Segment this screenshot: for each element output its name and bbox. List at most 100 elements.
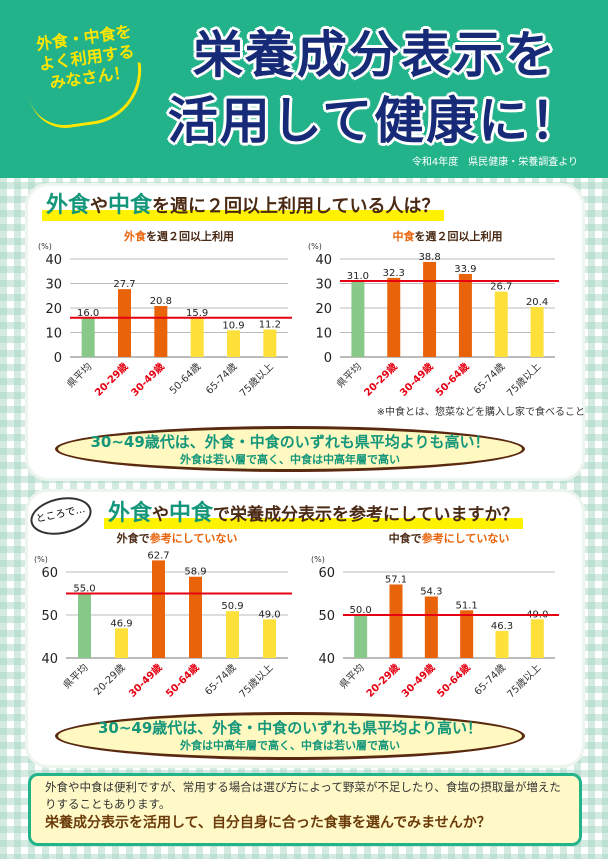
heading-ya: や [152,505,170,525]
y-tick-label: 20 [45,302,62,317]
x-tick-label: 75歳以上 [237,662,276,701]
x-tick-label: 20-29歳 [361,360,400,399]
chart-title: 中食を週２回以上利用 [393,229,503,243]
bar [494,291,508,357]
x-tick-label: 50-64歳 [167,361,203,397]
chart-gaishoku-label-not-used: 外食で参考にしていない (%) 40 50 60 55.0 県平均 46.9 20-29歳 62.… [34,531,292,701]
chart-nakashoku-label-not-used: 中食で参考にしていない (%) 40 50 60 50.0 県平均 57.1 20-29歳 54.… [311,531,559,701]
section2-callout: 30~49歳代は、外食・中食のいずれも県平均より高い！ 外食は中高年層で高く、中… [55,712,525,760]
bar [354,615,368,658]
data-label: 38.8 [418,252,440,263]
data-label: 62.7 [147,550,169,561]
data-label: 58.9 [184,567,206,578]
data-label: 51.1 [456,600,478,611]
data-label: 46.3 [491,621,513,632]
y-tick-label: 60 [41,566,58,581]
callout-main: 30~49歳代は、外食・中食のいずれも県平均よりも高い！ [90,433,490,451]
chart-title: 外食で参考にしていない [116,531,238,545]
data-label: 16.0 [77,308,99,319]
x-tick-label: 75歳以上 [505,662,544,701]
section2-heading: 外食や中食で栄養成分表示を参考にしていますか？ [104,500,523,529]
x-tick-label: 65-74歳 [472,662,508,698]
y-unit-label: (%) [311,555,325,564]
y-tick-label: 50 [41,609,58,624]
data-label: 32.3 [383,268,405,279]
data-label: 57.1 [385,574,407,585]
data-label: 31.0 [347,271,369,282]
data-label: 55.0 [73,584,95,595]
x-tick-label: 30-49歳 [399,661,438,700]
chart-title: 外食を週２回以上利用 [123,229,234,243]
y-tick-label: 60 [318,566,335,581]
bar [423,261,437,357]
data-label: 46.9 [110,618,132,629]
data-label: 11.2 [259,320,281,331]
data-label: 15.9 [186,308,208,319]
chart-gaishoku-usage: 外食を週２回以上利用 (%) 0 10 20 30 40 16.0 県平均 27.7 20-29歳 2… [38,229,292,400]
section1-callout: 30~49歳代は、外食・中食のいずれも県平均よりも高い！ 外食は若い層で高く、中… [55,426,525,472]
data-label: 10.9 [222,320,244,331]
callout-sub: 外食は中高年層で高く、中食は若い層で高い [180,739,400,752]
bar [226,611,239,658]
bar [530,619,544,658]
header-banner: 外食・中食を よく利用する みなさん！ 栄養成分表示を 活用して健康に！ 令和4… [0,0,608,178]
data-label: 54.3 [420,587,442,598]
bar [458,273,472,357]
data-label: 27.7 [113,279,135,290]
data-label: 49.0 [258,609,280,620]
x-tick-label: 75歳以上 [505,361,544,400]
y-tick-label: 20 [315,302,332,317]
x-tick-label: 30-49歳 [397,360,436,399]
x-tick-label: 30-49歳 [128,360,167,399]
callout-main: 30~49歳代は、外食・中食のいずれも県平均より高い！ [97,719,483,737]
main-title-line1: 栄養成分表示を [193,26,557,84]
y-tick-label: 50 [318,609,335,624]
bar [530,307,544,357]
bar [263,619,276,658]
bar [351,281,365,357]
data-label: 33.9 [454,264,476,275]
x-tick-label: 75歳以上 [237,361,276,400]
x-tick-label: 20-29歳 [92,662,128,698]
x-tick-label: 65-74歳 [204,361,240,397]
heading-rest: を週に２回以上利用している人は？ [152,196,440,217]
bar [495,630,509,658]
bar [389,584,403,658]
bar [78,593,91,658]
y-tick-label: 0 [324,351,332,366]
y-tick-label: 40 [315,253,332,268]
bar [190,318,204,357]
x-tick-label: 県平均 [334,361,364,391]
y-tick-label: 0 [54,351,62,366]
x-tick-label: 50-64歳 [434,661,473,700]
y-unit-label: (%) [38,242,52,251]
heading-nakashoku: 中食 [169,501,214,526]
heading-gaishoku: 外食 [46,193,91,218]
bar [115,628,128,658]
bar [424,596,438,658]
source-note: 令和4年度 県民健康・栄養調査より [411,157,578,168]
bar [460,610,474,658]
bar [81,317,95,357]
bar [152,560,165,658]
x-tick-label: 65-74歳 [203,662,239,698]
x-tick-label: 65-74歳 [471,361,507,397]
data-label: 50.9 [221,601,243,612]
data-label: 50.0 [350,605,372,616]
callout-sub: 外食は若い層で高く、中食は中高年層で高い [180,453,400,466]
x-tick-label: 県平均 [61,662,91,692]
x-tick-label: 50-64歳 [433,360,472,399]
y-tick-label: 40 [318,652,335,667]
summary-emphasis: 栄養成分表示を活用して、自分自身に合った食事を選んでみませんか？ [45,815,491,831]
bar [263,329,277,357]
x-tick-label: 県平均 [65,361,95,391]
x-tick-label: 20-29歳 [92,360,131,399]
summary-box: 外食や中食は便利ですが、常用する場合は選び方によって野菜が不足したり、食塩の摂取… [28,773,582,846]
data-label: 20.8 [150,296,172,307]
speech-bubble: 外食・中食を よく利用する みなさん！ [16,19,164,137]
summary-text: 外食や中食は便利ですが、常用する場合は選び方によって野菜が不足したり、食塩の摂取… [45,780,561,811]
y-tick-label: 40 [41,652,58,667]
y-tick-label: 40 [45,253,62,268]
heading-nakashoku: 中食 [108,193,153,218]
data-label: 20.4 [526,297,548,308]
